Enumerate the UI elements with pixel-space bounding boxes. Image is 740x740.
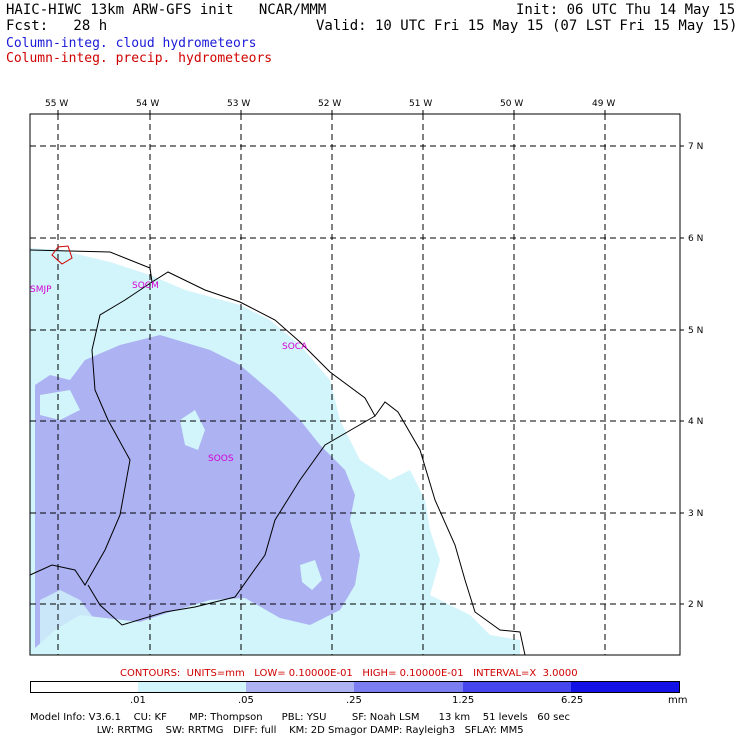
lat-label-3n: 3 N	[688, 509, 703, 519]
colorbar-label-3: 1.25	[452, 695, 475, 706]
contour-info: CONTOURS: UNITS=mm LOW= 0.10000E-01 HIGH…	[120, 668, 578, 679]
colorbar-bin-1	[138, 682, 246, 692]
colorbar-label-0: .01	[130, 695, 146, 706]
cloud-shading	[30, 248, 520, 655]
field-precip-label: Column-integ. precip. hydrometeors	[6, 51, 273, 66]
colorbar-bin-4	[463, 682, 571, 692]
lat-label-4n: 4 N	[688, 417, 703, 427]
valid-time: Valid: 10 UTC Fri 15 May 15 (07 LST Fri …	[316, 18, 738, 34]
colorbar-bin-5	[571, 682, 679, 692]
lon-label-50w: 50 W	[500, 99, 523, 109]
lat-label-5n: 5 N	[688, 326, 703, 336]
lat-label-6n: 6 N	[688, 234, 703, 244]
station-label-smjp: SMJP	[30, 285, 52, 295]
colorbar-label-1: .05	[238, 695, 254, 706]
colorbar-label-4: 6.25	[561, 695, 584, 706]
station-label-soca: SOCA	[282, 342, 308, 352]
colorbar-bin-3	[354, 682, 463, 692]
init-time: Init: 06 UTC Thu 14 May 15	[516, 2, 736, 18]
axis-ticks	[57, 110, 684, 605]
colorbar	[30, 681, 680, 693]
lon-label-53w: 53 W	[227, 99, 250, 109]
station-label-soos: SOOS	[208, 454, 234, 464]
forecast-hour: Fcst: 28 h	[6, 18, 108, 34]
lon-label-55w: 55 W	[45, 99, 68, 109]
plot-title: HAIC-HIWC 13km ARW-GFS init NCAR/MMM	[6, 2, 327, 18]
coastline	[29, 245, 526, 656]
lat-label-7n: 7 N	[688, 142, 703, 152]
station-label-socm: SOCM	[132, 281, 159, 291]
colorbar-label-2: .25	[346, 695, 362, 706]
lon-label-52w: 52 W	[318, 99, 341, 109]
field-cloud-label: Column-integ. cloud hydrometeors	[6, 36, 257, 51]
lon-label-51w: 51 W	[409, 99, 432, 109]
model-info-line1: Model Info: V3.6.1 CU: KF MP: Thompson P…	[30, 712, 570, 723]
lat-label-2n: 2 N	[688, 600, 703, 610]
lon-label-54w: 54 W	[136, 99, 159, 109]
colorbar-bin-0	[31, 682, 138, 692]
lon-label-49w: 49 W	[592, 99, 615, 109]
colorbar-bin-2	[246, 682, 354, 692]
colorbar-units: mm	[668, 695, 688, 706]
map-frame	[29, 113, 681, 656]
model-info-line2: LW: RRTMG SW: RRTMG DIFF: full KM: 2D Sm…	[30, 725, 524, 736]
lat-lon-grid	[30, 114, 680, 655]
